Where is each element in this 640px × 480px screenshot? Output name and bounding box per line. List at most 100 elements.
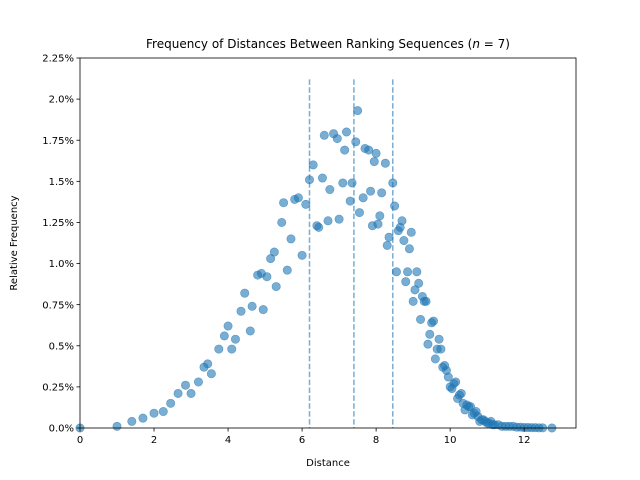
data-point	[399, 236, 409, 246]
data-point	[138, 413, 148, 423]
data-point	[353, 106, 363, 116]
y-tick-label: 2.25%	[42, 54, 74, 65]
data-point	[373, 219, 383, 229]
data-point	[271, 282, 281, 292]
data-point	[112, 421, 122, 431]
chart-title: Frequency of Distances Between Ranking S…	[146, 37, 510, 51]
x-axis-label: Distance	[306, 458, 350, 469]
data-point	[391, 267, 401, 277]
data-point	[279, 198, 289, 208]
data-point	[412, 267, 422, 277]
data-point	[277, 217, 287, 227]
data-point	[414, 278, 424, 288]
data-point	[193, 377, 203, 387]
y-axis-ticks: 0.0% 0.25% 0.5% 0.75% 1.0% 1.25% 1.5% 1.75% 2.0%…	[42, 54, 80, 435]
data-point	[425, 329, 435, 339]
data-point	[203, 359, 213, 369]
data-point	[364, 145, 374, 155]
data-point	[377, 188, 387, 198]
data-point	[369, 157, 379, 167]
data-point	[127, 416, 137, 426]
data-point	[430, 354, 440, 364]
x-tick-label: 0	[77, 435, 83, 446]
data-point	[351, 137, 361, 147]
data-point	[334, 214, 344, 224]
data-point	[397, 216, 407, 226]
x-axis-ticks: 0 2 4 6 8 10 12	[77, 428, 531, 446]
data-point	[416, 314, 426, 324]
x-tick-label: 8	[373, 435, 379, 446]
data-point	[406, 227, 416, 237]
data-point	[227, 344, 237, 354]
data-point	[403, 267, 413, 277]
y-tick-label: 0.0%	[49, 424, 74, 435]
data-point	[223, 321, 233, 331]
data-point	[371, 148, 381, 158]
y-tick-label: 2.0%	[49, 95, 74, 106]
data-point	[421, 296, 431, 306]
data-point	[166, 398, 176, 408]
data-point	[347, 178, 357, 188]
chart-title-variable: n	[472, 37, 480, 51]
data-point	[180, 380, 190, 390]
data-point	[451, 377, 461, 387]
x-tick-label: 4	[225, 435, 231, 446]
data-point	[186, 388, 196, 398]
reference-lines	[308, 79, 394, 428]
data-point	[354, 208, 364, 218]
x-tick-label: 2	[151, 435, 157, 446]
data-point	[428, 316, 438, 326]
plot-area	[80, 58, 576, 428]
data-point	[214, 344, 224, 354]
data-point	[436, 344, 446, 354]
data-point	[319, 130, 329, 140]
data-point	[338, 178, 348, 188]
data-point	[456, 388, 466, 398]
data-point	[443, 372, 453, 382]
data-point	[149, 408, 159, 418]
data-point	[323, 216, 333, 226]
data-point	[262, 272, 272, 282]
data-point	[247, 301, 257, 311]
data-point	[317, 173, 327, 183]
data-point	[375, 211, 385, 221]
data-point	[301, 199, 311, 209]
data-point	[282, 265, 292, 275]
data-point	[366, 186, 376, 196]
data-point	[304, 175, 314, 185]
data-point	[423, 339, 433, 349]
y-tick-label: 0.75%	[42, 300, 74, 311]
y-tick-label: 1.5%	[49, 177, 74, 188]
plot-frame	[79, 57, 577, 429]
y-axis-label: Relative Frequency	[9, 195, 20, 290]
data-point	[340, 145, 350, 155]
data-point	[308, 160, 318, 170]
data-point	[173, 388, 183, 398]
data-point	[382, 240, 392, 250]
data-point	[297, 250, 307, 260]
y-tick-label: 1.0%	[49, 259, 74, 270]
data-point	[434, 334, 444, 344]
data-point	[286, 234, 296, 244]
data-point	[206, 369, 216, 379]
data-point	[230, 334, 240, 344]
x-tick-label: 10	[444, 435, 457, 446]
data-point	[236, 306, 246, 316]
data-point	[404, 244, 414, 254]
data-point	[293, 193, 303, 203]
data-point	[342, 127, 352, 137]
y-tick-label: 1.75%	[42, 136, 74, 147]
data-point	[401, 277, 411, 287]
scatter-points	[75, 106, 557, 433]
data-point	[158, 407, 168, 417]
data-point	[314, 222, 324, 232]
x-tick-label: 6	[299, 435, 305, 446]
y-tick-label: 0.5%	[49, 341, 74, 352]
data-point	[408, 296, 418, 306]
data-point	[269, 247, 279, 257]
data-point	[245, 326, 255, 336]
data-point	[388, 178, 398, 188]
data-point	[219, 331, 229, 341]
data-point	[345, 196, 355, 206]
data-point	[390, 201, 400, 211]
